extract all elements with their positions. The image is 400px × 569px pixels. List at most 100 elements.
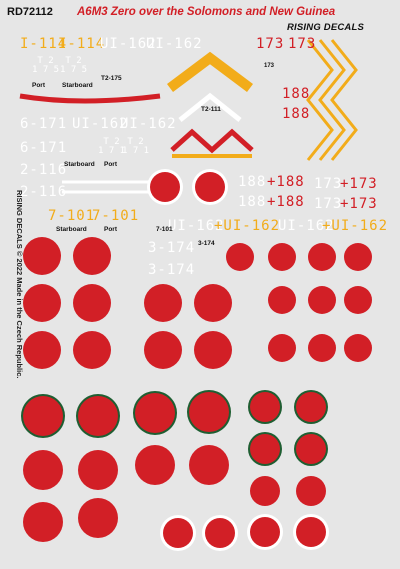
- roundel-0: [150, 172, 180, 202]
- marking-7101-right: 7-101: [92, 208, 140, 224]
- marking-188-red-bottom: 188: [282, 106, 311, 122]
- marking-173-right: 173: [288, 36, 317, 52]
- roundel-14: [344, 286, 372, 314]
- roundel-6: [308, 243, 336, 271]
- marking-t2-175-right: T 2 1 7 5: [60, 56, 88, 75]
- marking-7101-left: 7-101: [48, 208, 96, 224]
- marking-3174-1: 3-174: [148, 240, 196, 256]
- marking-ui162-bottom-white-1: UI-162: [168, 218, 225, 234]
- roundel-4: [226, 243, 254, 271]
- roundel-39: [205, 518, 235, 548]
- marking-188-white-2: 188: [238, 194, 267, 210]
- roundel-11: [194, 284, 232, 322]
- roundel-18: [194, 331, 232, 369]
- yellow-chevron: [167, 51, 253, 92]
- marking-ui162-mid-right: UI-162: [120, 116, 177, 132]
- roundel-31: [78, 450, 118, 490]
- red-zigzag: [170, 128, 254, 154]
- label-port-3: Port: [104, 226, 117, 233]
- roundel-10: [144, 284, 182, 322]
- marking-t2-171-small-2: T 2 1 7 1: [122, 137, 150, 156]
- label-port-1: Port: [32, 82, 45, 89]
- roundel-12: [268, 286, 296, 314]
- roundel-15: [23, 331, 61, 369]
- roundel-30: [23, 450, 63, 490]
- roundel-1: [195, 172, 225, 202]
- roundel-7: [344, 243, 372, 271]
- marking-t2-175-left: T 2 1 7 5: [32, 56, 60, 75]
- marking-188-red-2: +188: [267, 194, 305, 210]
- red-fuselage-band: [19, 93, 161, 104]
- marking-i114-left: I-114: [20, 36, 68, 52]
- roundel-29: [296, 434, 326, 464]
- roundel-27: [296, 392, 326, 422]
- label-starboard-1: Starboard: [62, 82, 93, 89]
- marking-ui162-bottom-yellow-2: +UI-162: [322, 218, 389, 234]
- marking-6171: 6-171: [20, 116, 68, 132]
- marking-7101-label: 7-101: [156, 226, 173, 233]
- marking-i114-right: I-114: [58, 36, 106, 52]
- brand-logo: RISING DECALS: [287, 22, 365, 33]
- roundel-35: [296, 476, 326, 506]
- roundel-40: [250, 517, 280, 547]
- marking-188-white-1: 188: [238, 174, 267, 190]
- yellow-zigzag-2: [330, 39, 358, 161]
- white-chevron: [178, 92, 242, 122]
- roundel-24: [135, 393, 175, 433]
- marking-t2-111-label: T2-111: [201, 106, 221, 113]
- roundel-25: [189, 392, 229, 432]
- roundel-5: [268, 243, 296, 271]
- marking-188-red-1: +188: [267, 174, 305, 190]
- marking-t2-175-label: T2-175: [101, 75, 122, 82]
- marking-ui162-top-left: UI-162: [100, 36, 157, 52]
- roundel-20: [308, 334, 336, 362]
- marking-3174-label: 3-174: [198, 240, 215, 247]
- marking-173-red-2: +173: [340, 196, 378, 212]
- marking-2116: 2-116: [20, 162, 68, 178]
- yellow-zigzag-0: [306, 39, 334, 161]
- marking-ui162-bottom-white-2: UI-162: [278, 218, 335, 234]
- roundel-32: [135, 445, 175, 485]
- marking-173-left: 173: [256, 36, 285, 52]
- roundel-3: [73, 237, 111, 275]
- roundel-41: [296, 517, 326, 547]
- roundel-9: [73, 284, 111, 322]
- roundel-17: [144, 331, 182, 369]
- roundel-13: [308, 286, 336, 314]
- marking-t2-171-small-1: T 2 1 7 1: [98, 137, 126, 156]
- roundel-38: [163, 518, 193, 548]
- marking-6171-b: 6-171: [20, 140, 68, 156]
- roundel-36: [23, 502, 63, 542]
- sheet-title: A6M3 Zero over the Solomons and New Guin…: [77, 6, 336, 18]
- marking-188-red-top: 188: [282, 86, 311, 102]
- marking-ui162-mid-left: UI-162: [72, 116, 129, 132]
- roundel-37: [78, 498, 118, 538]
- label-starboard-3: Starboard: [56, 226, 87, 233]
- roundel-34: [250, 476, 280, 506]
- label-port-2: Port: [104, 161, 117, 168]
- roundel-19: [268, 334, 296, 362]
- side-copyright-text: RISING DECALS © 2022 Made in the Czech R…: [15, 190, 24, 379]
- roundel-33: [189, 445, 229, 485]
- roundel-28: [250, 434, 280, 464]
- marking-ui162-bottom-yellow-1: +UI-162: [214, 218, 281, 234]
- roundel-21: [344, 334, 372, 362]
- marking-2116-b: 2-116: [20, 184, 68, 200]
- marking-ui162-top-right: UI-162: [146, 36, 203, 52]
- marking-3174-2: 3-174: [148, 262, 196, 278]
- roundel-22: [23, 396, 63, 436]
- roundel-8: [23, 284, 61, 322]
- marking-173-white-2: 173: [314, 196, 343, 212]
- roundel-16: [73, 331, 111, 369]
- roundel-2: [23, 237, 61, 275]
- roundel-26: [250, 392, 280, 422]
- label-starboard-2: Starboard: [64, 161, 95, 168]
- marking-173-red-1: +173: [340, 176, 378, 192]
- marking-tiny-173: 173: [264, 63, 275, 69]
- yellow-zigzag-1: [318, 39, 346, 161]
- marking-173-white-1: 173: [314, 176, 343, 192]
- sheet-code: RD72112: [7, 6, 53, 18]
- roundel-23: [78, 396, 118, 436]
